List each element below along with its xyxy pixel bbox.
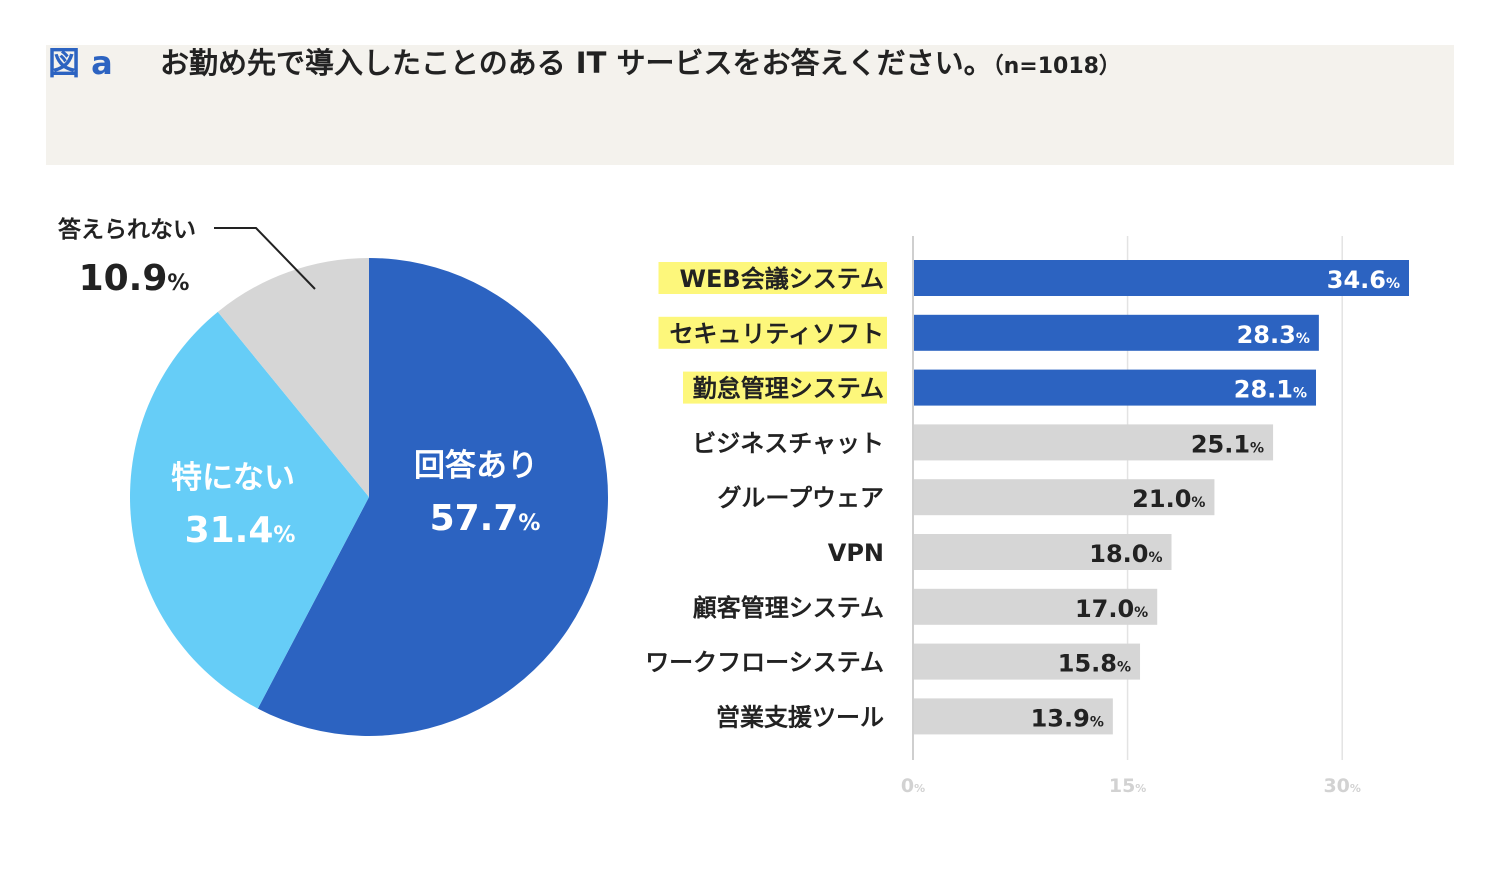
- question-text: お勤め先で導入したことのある IT サービスをお答えください。: [160, 46, 993, 80]
- chart-header: [46, 45, 1454, 165]
- bar-value-label-3: 28.1%: [1234, 376, 1307, 404]
- category-label-6: VPN: [828, 539, 884, 567]
- bar-6: [914, 534, 1172, 570]
- category-label-1: WEB会議システム: [680, 265, 884, 293]
- pie-slice-none: [129, 311, 369, 709]
- bar-1: [914, 260, 1409, 296]
- category-label-2: セキュリティソフト: [669, 320, 884, 348]
- category-label-7: 顧客管理システム: [693, 594, 884, 622]
- bar-9: [914, 698, 1113, 735]
- category-label-3: 勤怠管理システム: [693, 375, 884, 403]
- bar-3: [914, 369, 1317, 406]
- category-label-5: グループウェア: [717, 484, 884, 512]
- bar-value-label-6: 18.0%: [1089, 540, 1162, 568]
- chart-title: お勤め先で導入したことのある IT サービスをお答えください。（n=1018）: [160, 40, 1121, 82]
- category-highlight-1: [658, 262, 887, 294]
- pie-label-unknown: 答えられない: [58, 216, 196, 243]
- pie-slice-answered: [257, 258, 608, 736]
- bar-value-label-9: 13.9%: [1031, 704, 1104, 732]
- category-highlight-2: [658, 316, 887, 349]
- bar-4: [914, 424, 1274, 461]
- category-label-8: ワークフローシステム: [645, 649, 884, 677]
- category-label-9: 営業支援ツール: [716, 703, 884, 731]
- pie-label-none: 特にない: [171, 460, 295, 496]
- callout-line: [214, 227, 316, 290]
- pie-value-answered: 57.7%: [430, 498, 541, 539]
- pie-value-unknown: 10.9%: [79, 258, 190, 299]
- sample-size: （n=1018）: [992, 54, 1121, 79]
- x-tick-label-15: 15%: [1109, 775, 1146, 797]
- x-tick-label-0: 0%: [901, 775, 925, 797]
- figure-label: 図 a: [48, 44, 113, 82]
- bar-value-label-8: 15.8%: [1058, 650, 1131, 678]
- bar-value-label-4: 25.1%: [1191, 430, 1264, 458]
- bar-8: [914, 643, 1141, 680]
- bar-value-label-7: 17.0%: [1075, 595, 1148, 623]
- bar-value-label-5: 21.0%: [1132, 485, 1205, 513]
- pie-label-answered: 回答あり: [414, 448, 538, 484]
- bar-7: [914, 588, 1158, 625]
- pie-value-none: 31.4%: [185, 510, 296, 551]
- x-tick-label-30: 30%: [1323, 775, 1360, 797]
- pie-slice-unknown: [217, 258, 369, 497]
- category-highlight-3: [683, 371, 887, 404]
- category-label-4: ビジネスチャット: [692, 429, 884, 457]
- bar-value-label-2: 28.3%: [1237, 321, 1310, 349]
- bar-value-label-1: 34.6%: [1327, 266, 1400, 294]
- bar-2: [914, 314, 1319, 351]
- bar-5: [914, 479, 1215, 516]
